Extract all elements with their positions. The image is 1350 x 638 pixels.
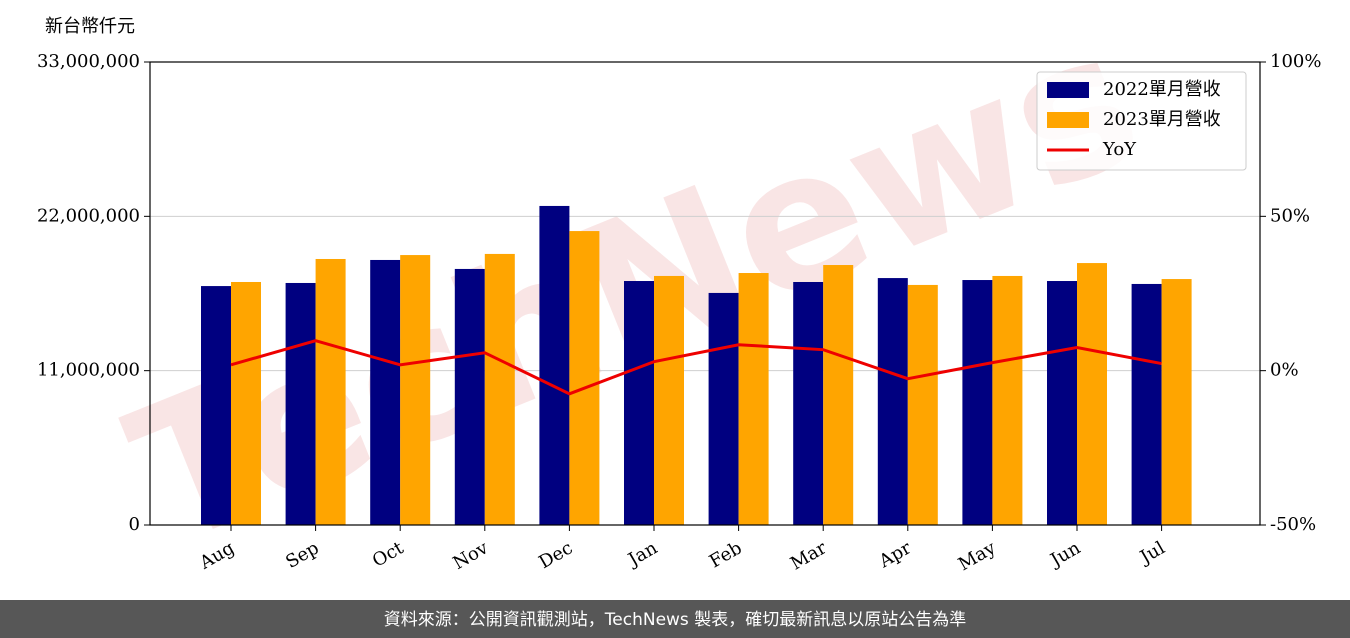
plot-frame	[149, 61, 1261, 526]
bar	[1047, 281, 1077, 525]
y-tick-label: 0	[129, 514, 140, 535]
bar	[793, 281, 824, 525]
bar	[823, 265, 854, 525]
bar	[484, 253, 515, 525]
x-tick-label: Mar	[787, 537, 831, 574]
bar	[285, 282, 316, 525]
bar	[315, 258, 346, 525]
x-tick-label: Oct	[369, 537, 408, 572]
legend-label: 2023單月營收	[1103, 109, 1221, 130]
y-tick-label: 22,000,000	[37, 205, 140, 226]
line	[230, 339, 1162, 396]
bar	[1161, 279, 1192, 525]
bar	[962, 280, 993, 525]
bar	[539, 205, 570, 525]
legend-swatch	[1047, 112, 1089, 128]
bar	[454, 268, 485, 525]
x-tick-label: Jun	[1045, 537, 1084, 572]
x-tick-label: Jan	[623, 537, 661, 571]
footer-bar	[0, 600, 1350, 638]
bar	[708, 292, 739, 525]
y-axis-label: 新台幣仟元	[45, 16, 135, 37]
bar	[370, 259, 401, 525]
bar	[1131, 283, 1162, 525]
x-tick-label: Feb	[706, 537, 746, 572]
y-tick-label: 11,000,000	[37, 360, 140, 381]
x-tick-label: Dec	[535, 537, 576, 573]
bar	[400, 255, 431, 525]
y2-tick-label: 50%	[1270, 205, 1310, 226]
bar	[654, 275, 684, 525]
y2-tick-label: -50%	[1270, 514, 1316, 535]
legend-label: YoY	[1102, 139, 1137, 160]
bar	[231, 281, 261, 525]
legend-swatch	[1047, 82, 1089, 98]
bar	[907, 284, 938, 525]
x-tick-label: Jul	[1135, 537, 1169, 569]
y2-tick-label: 100%	[1270, 51, 1321, 72]
x-tick-label: Apr	[875, 537, 915, 572]
bar	[569, 231, 600, 525]
x-tick-label: May	[955, 537, 1000, 575]
x-tick-label: Nov	[449, 537, 492, 574]
y-tick-label: 33,000,000	[37, 51, 140, 72]
bar	[992, 275, 1023, 525]
bar	[877, 278, 908, 525]
footer: 資料來源：公開資訊觀測站，TechNews 製表，確切最新訊息以原站公告為準	[384, 610, 966, 630]
bar	[201, 286, 231, 525]
y2-tick-label: 0%	[1270, 360, 1299, 381]
bar	[738, 273, 769, 525]
bar	[1077, 263, 1107, 525]
legend-box	[1036, 71, 1247, 171]
legend-label: 2022單月營收	[1103, 79, 1221, 100]
bar	[624, 281, 654, 525]
